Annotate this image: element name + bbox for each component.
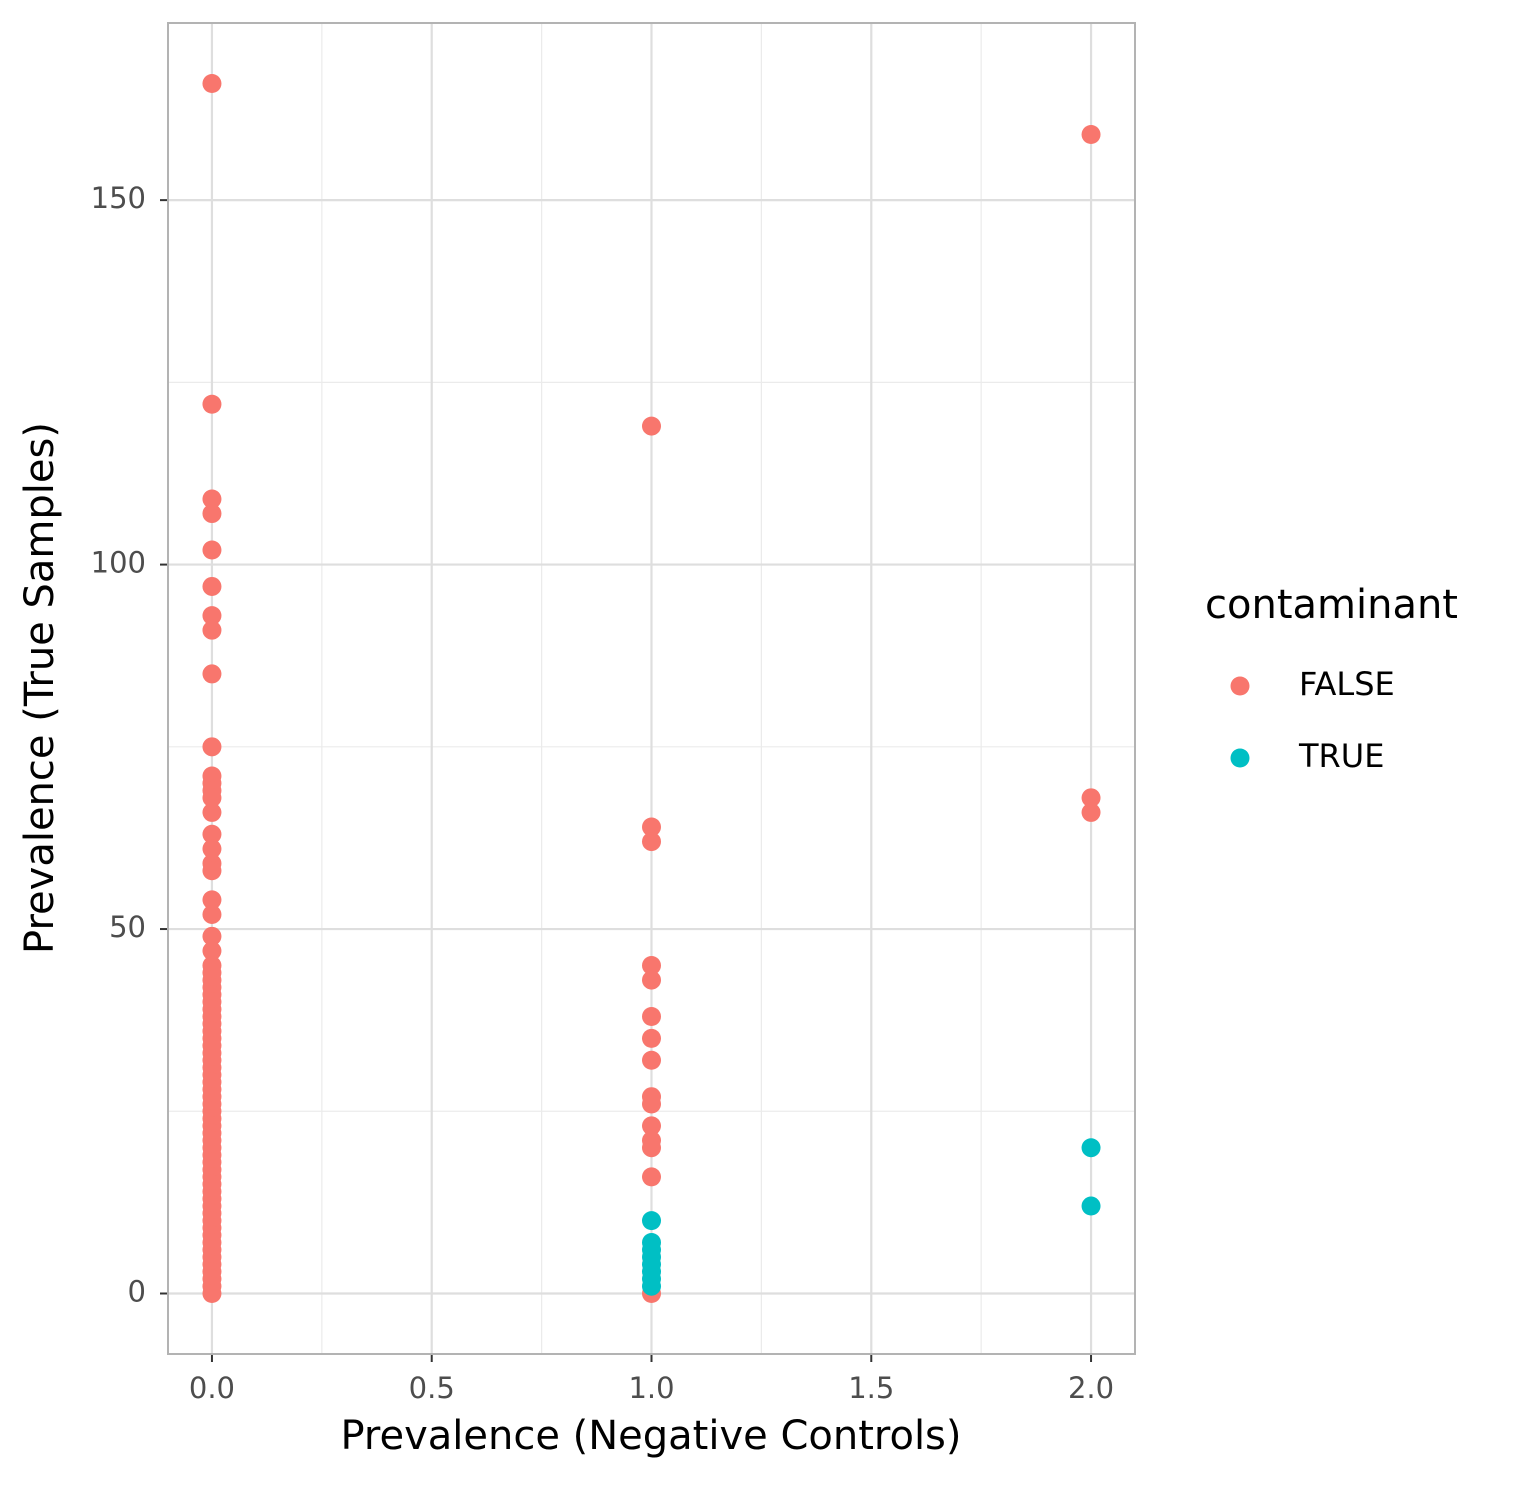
legend-title: contaminant <box>1205 582 1458 628</box>
point <box>202 824 222 844</box>
point <box>202 1284 222 1303</box>
point <box>642 1276 661 1296</box>
point <box>642 1094 661 1114</box>
point <box>202 802 222 822</box>
point <box>202 540 222 560</box>
point <box>642 817 661 837</box>
point <box>642 970 661 990</box>
point <box>642 1007 661 1027</box>
point <box>642 416 661 436</box>
point <box>1081 125 1101 145</box>
point <box>642 955 661 975</box>
x-tick-label: 0.0 <box>189 1371 235 1405</box>
panel-border <box>167 22 1136 1355</box>
point <box>202 737 222 757</box>
legend-marker <box>1230 748 1250 768</box>
y-tick-label: 100 <box>91 546 146 580</box>
x-tick-label: 1.5 <box>848 1371 894 1405</box>
point <box>202 861 222 881</box>
point <box>202 890 222 910</box>
point <box>202 788 222 808</box>
y-tick-label: 150 <box>91 181 146 215</box>
x-axis-title: Prevalence (Negative Controls) <box>340 1413 961 1459</box>
point <box>202 926 222 946</box>
point <box>1081 802 1101 822</box>
legend-label: FALSE <box>1299 665 1395 703</box>
point <box>202 489 222 509</box>
point <box>642 1167 661 1187</box>
point <box>202 606 222 626</box>
point <box>202 904 222 924</box>
point <box>202 839 222 859</box>
point <box>202 74 222 93</box>
point <box>202 394 222 414</box>
x-tick-label: 2.0 <box>1068 1371 1114 1405</box>
point <box>1081 1138 1101 1158</box>
point <box>202 504 222 524</box>
point <box>642 1211 661 1231</box>
y-axis-title: Prevalence (True Samples) <box>17 422 63 954</box>
point <box>642 832 661 852</box>
y-tick-label: 50 <box>109 910 146 944</box>
point <box>642 1028 661 1048</box>
point <box>202 576 222 596</box>
point <box>1081 788 1101 808</box>
point <box>202 664 222 684</box>
point <box>642 1050 661 1070</box>
point <box>202 941 222 961</box>
point <box>642 1138 661 1158</box>
x-tick-label: 1.0 <box>628 1371 674 1405</box>
point <box>1081 1196 1101 1216</box>
y-tick-label: 0 <box>128 1275 146 1309</box>
point <box>202 620 222 640</box>
legend-marker <box>1230 676 1250 696</box>
point <box>642 1116 661 1136</box>
legend-label: TRUE <box>1298 737 1384 775</box>
x-tick-label: 0.5 <box>409 1371 455 1405</box>
